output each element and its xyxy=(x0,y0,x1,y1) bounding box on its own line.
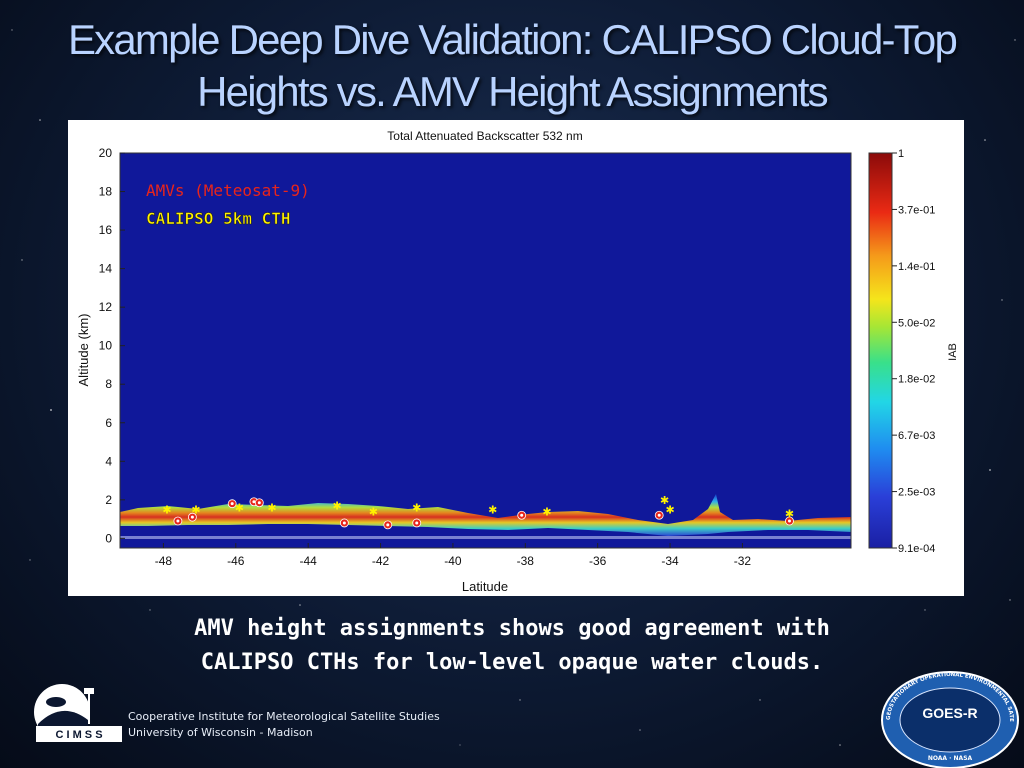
backscatter-chart: Total Attenuated Backscatter 532 nm Lati… xyxy=(76,129,959,594)
y-tick-label: 2 xyxy=(105,493,112,507)
amv-point xyxy=(383,520,393,530)
calipso-cth-point: ✱ xyxy=(660,494,669,507)
x-tick-label: -44 xyxy=(300,554,318,568)
cloud-layer xyxy=(120,494,851,536)
x-axis-label: Latitude xyxy=(462,579,508,594)
calipso-cth-point: ✱ xyxy=(488,503,497,516)
x-tick-label: -32 xyxy=(734,554,752,568)
amv-point xyxy=(187,512,197,522)
colorbar-tick-label: 1 xyxy=(898,148,904,160)
x-tick-label: -34 xyxy=(661,554,679,568)
institute-line-2: University of Wisconsin - Madison xyxy=(128,726,313,739)
y-tick-label: 6 xyxy=(105,416,112,430)
x-tick-label: -40 xyxy=(444,554,462,568)
colorbar-label: IAB xyxy=(947,343,959,361)
slide-title: Example Deep Dive Validation: CALIPSO Cl… xyxy=(0,14,1024,118)
surface-return xyxy=(120,536,851,539)
slide-title-line-2: Heights vs. AMV Height Assignments xyxy=(197,68,829,115)
colorbar-tick-label: 3.7e-01 xyxy=(898,204,935,216)
institute-credit: Cooperative Institute for Meteorological… xyxy=(128,709,440,741)
cimss-logo-text: C I M S S xyxy=(55,729,102,741)
amv-point xyxy=(173,516,183,526)
chart-title: Total Attenuated Backscatter 532 nm xyxy=(387,129,582,143)
goes-agency-text: NOAA · NASA xyxy=(928,755,973,762)
y-tick-label: 0 xyxy=(105,531,112,545)
x-tick-label: -36 xyxy=(589,554,607,568)
colorbar-tick-label: 9.1e-04 xyxy=(898,543,935,555)
colorbar-tick-label: 1.4e-01 xyxy=(898,261,935,273)
y-tick-label: 8 xyxy=(105,377,112,391)
x-tick-label: -38 xyxy=(517,554,535,568)
y-tick-label: 20 xyxy=(99,146,113,160)
slide-caption: AMV height assignments shows good agreem… xyxy=(0,612,1024,680)
calipso-cth-point: ✱ xyxy=(369,505,378,518)
calipso-cth-point: ✱ xyxy=(267,502,276,515)
goes-r-logo: GEOSTATIONARY OPERATIONAL ENVIRONMENTAL … xyxy=(876,668,1019,768)
goes-logo-text: GOES-R xyxy=(922,705,977,721)
calipso-cth-point: ✱ xyxy=(785,507,794,520)
calipso-cth-point: ✱ xyxy=(333,500,342,513)
colorbar-tick-label: 6.7e-03 xyxy=(898,430,935,442)
y-axis-label: Altitude (km) xyxy=(76,314,91,387)
calipso-cth-point: ✱ xyxy=(665,503,674,516)
calipso-cth-point: ✱ xyxy=(412,502,421,515)
calipso-cth-point: ✱ xyxy=(235,502,244,515)
y-tick-label: 10 xyxy=(99,339,113,353)
calipso-cth-point: ✱ xyxy=(191,503,200,516)
x-tick-label: -42 xyxy=(372,554,390,568)
amv-point xyxy=(785,516,794,526)
colorbar xyxy=(868,152,893,549)
legend-calipso: CALIPSO 5km CTH xyxy=(146,209,291,228)
y-tick-label: 16 xyxy=(99,223,113,237)
amv-point xyxy=(227,499,237,509)
amv-point xyxy=(339,518,349,528)
slide-title-line-1: Example Deep Dive Validation: CALIPSO Cl… xyxy=(67,16,958,63)
colorbar-tick-label: 2.5e-03 xyxy=(898,487,935,499)
institute-line-1: Cooperative Institute for Meteorological… xyxy=(128,710,440,723)
x-tick-label: -48 xyxy=(155,554,173,568)
calipso-cth-point: ✱ xyxy=(542,505,551,518)
plot-area xyxy=(120,153,851,548)
colorbar-tick-label: 5.0e-02 xyxy=(898,317,935,329)
caption-line-1: AMV height assignments shows good agreem… xyxy=(194,616,830,641)
amv-point xyxy=(517,510,527,520)
cimss-logo: C I M S S xyxy=(34,684,122,742)
x-tick-label: -46 xyxy=(227,554,245,568)
caption-line-2: CALIPSO CTHs for low-level opaque water … xyxy=(200,650,824,675)
legend-amv: AMVs (Meteosat-9) xyxy=(146,181,310,200)
backscatter-figure: Total Attenuated Backscatter 532 nm Lati… xyxy=(68,120,964,596)
plot-frame xyxy=(119,152,852,549)
colorbar-tick-label: 1.8e-02 xyxy=(898,374,935,386)
calipso-cth-point: ✱ xyxy=(162,503,171,516)
amv-point xyxy=(654,510,664,520)
y-tick-label: 18 xyxy=(99,185,113,199)
y-tick-label: 4 xyxy=(105,454,112,468)
amv-point xyxy=(412,518,422,528)
amv-point xyxy=(254,498,264,508)
y-tick-label: 14 xyxy=(99,262,113,276)
y-tick-label: 12 xyxy=(99,300,113,314)
